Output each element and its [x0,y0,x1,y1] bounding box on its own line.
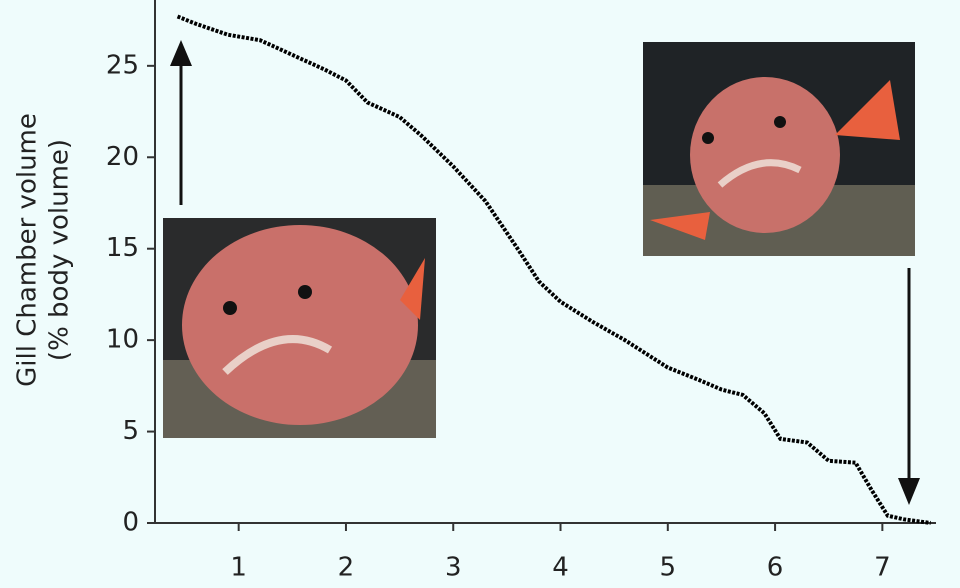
x-tick-label: 4 [552,553,569,583]
arrow-up [170,40,192,205]
x-tick-label: 6 [767,553,784,583]
x-tick-label: 5 [660,553,677,583]
x-tick-label: 1 [230,553,247,583]
photo-deflated [643,42,915,256]
data-line [176,14,931,525]
y-tick-label: 0 [122,508,139,538]
photo-inflated [163,218,436,438]
y-axis-title: Gill Chamber volume (% body volume) [13,113,75,387]
y-tick-label: 15 [106,233,139,263]
x-tick-label: 3 [445,553,462,583]
x-tick-label: 2 [338,553,355,583]
y-tick-label: 5 [122,416,139,446]
x-tick-label: 7 [874,553,891,583]
y-axis-title-line: Gill Chamber volume [13,113,43,387]
y-tick-label: 10 [106,325,139,355]
arrow-down [898,268,920,505]
y-tick-label: 25 [106,50,139,80]
y-tick-label: 20 [106,142,139,172]
y-axis-title-line: (% body volume) [45,139,75,361]
